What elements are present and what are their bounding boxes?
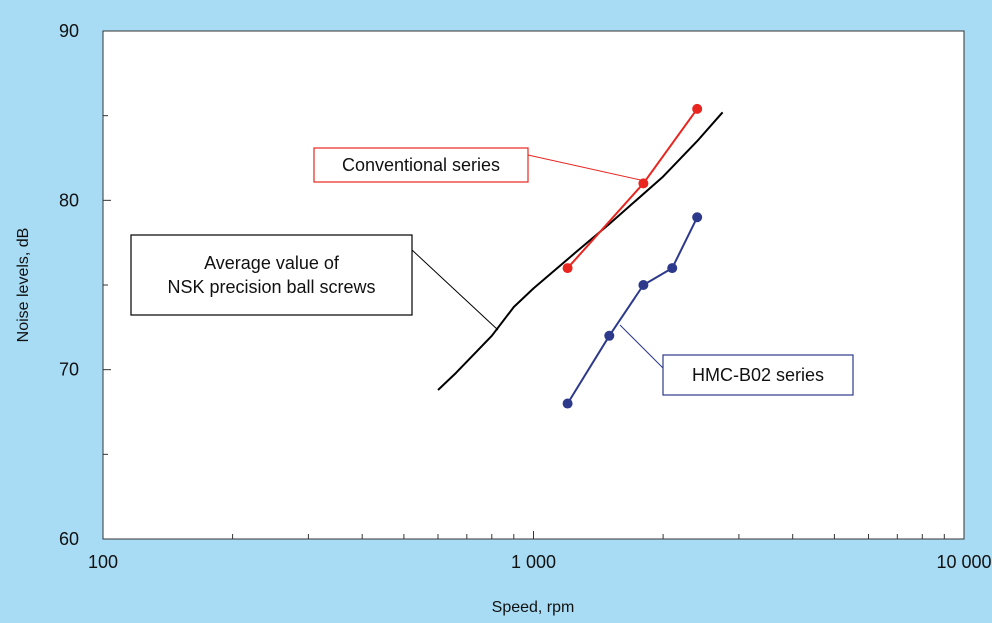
annotation-text: HMC-B02 series [692,365,824,385]
annotation-leader-1 [411,249,499,331]
annotation-leader-0 [527,154,646,182]
y-tick-label: 80 [59,190,79,210]
series-2-point [562,398,573,409]
annotation-text: NSK precision ball screws [167,277,375,297]
series-1-point [692,103,703,114]
annotation-text: Average value of [204,253,340,273]
axis-ticks [102,30,965,540]
y-tick-label: 70 [59,360,79,380]
x-tick-label: 1 000 [511,552,556,572]
y-tick-label: 60 [59,529,79,549]
y-axis-title: Noise levels, dB [15,228,32,343]
series-2-point [667,263,678,274]
annotation-text: Conventional series [342,155,500,175]
y-tick-label: 90 [59,21,79,41]
x-tick-label: 100 [88,552,118,572]
series-1-point [638,178,649,189]
annotation-layer: Conventional series Average value of NSK p… [130,147,854,396]
series-2-point [692,212,703,223]
series-line-0 [437,111,724,391]
tick-labels: 100 1 000 10 000 60 70 80 90 [59,21,992,572]
annotation-box-0 [313,147,529,183]
annotation-box-2 [662,354,854,396]
x-axis-title: Speed, rpm [492,599,575,616]
series-2-point [638,280,649,290]
series-layer [437,103,724,409]
annotation-box-1 [130,234,413,316]
annotation-leader-2 [619,324,664,369]
x-tick-label: 10 000 [936,552,991,572]
series-2-point [604,330,615,341]
series-1-point [562,263,573,274]
